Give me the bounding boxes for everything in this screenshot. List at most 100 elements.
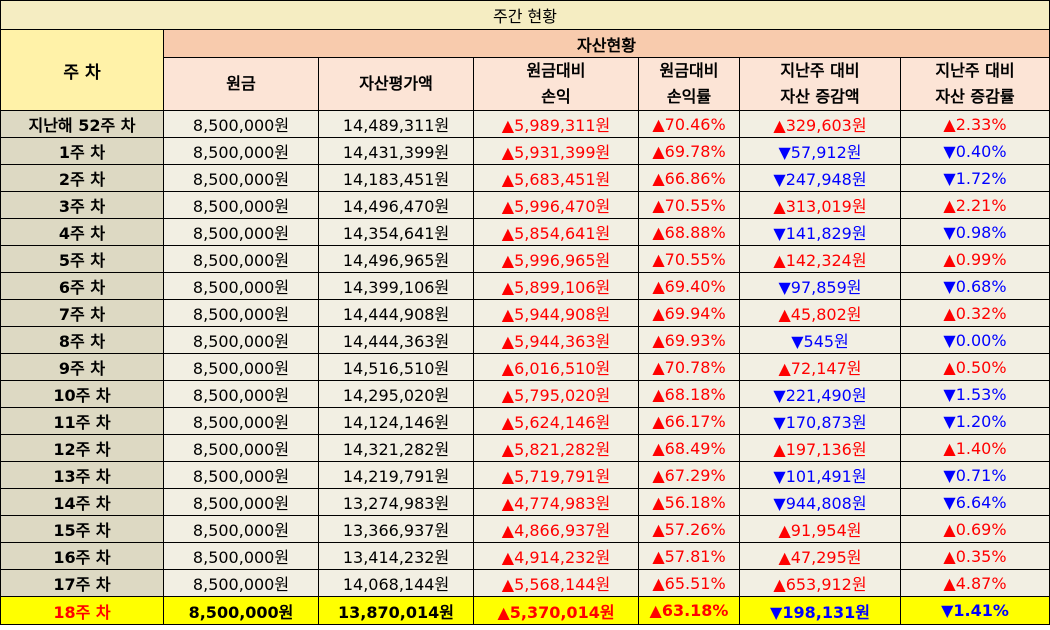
weekly-change-rate-cell: ▲4.87% <box>900 569 1050 597</box>
table-row: 7주 차 8,500,000원 14,444,908원 ▲5,944,908원 ▲69.… <box>0 299 1050 327</box>
weekly-change-rate-cell: ▲0.35% <box>900 542 1050 570</box>
asset-value-cell: 14,431,399원 <box>318 137 474 165</box>
weekly-change-rate-cell: ▼0.71% <box>900 461 1050 489</box>
asset-value-cell: 14,295,020원 <box>318 380 474 408</box>
weekly-change-cell: ▼170,873원 <box>739 407 901 435</box>
weekly-change-cell: ▲313,019원 <box>739 191 901 219</box>
profit-loss-rate-cell: ▲57.26% <box>638 515 740 543</box>
table-row: 17주 차 8,500,000원 14,068,144원 ▲5,568,144원 ▲65… <box>0 569 1050 597</box>
asset-value-cell: 14,399,106원 <box>318 272 474 300</box>
profit-loss-cell: ▲4,866,937원 <box>473 515 639 543</box>
profit-loss-cell: ▲6,016,510원 <box>473 353 639 381</box>
profit-loss-cell: ▲5,944,908원 <box>473 299 639 327</box>
week-cell: 지난해 52주 차 <box>0 110 164 138</box>
table-row: 16주 차 8,500,000원 13,414,232원 ▲4,914,232원 ▲57… <box>0 542 1050 570</box>
principal-cell: 8,500,000원 <box>163 569 319 597</box>
profit-loss-cell: ▲5,996,965원 <box>473 245 639 273</box>
principal-cell: 8,500,000원 <box>163 596 319 625</box>
column-header-line2: 손익 <box>541 87 571 106</box>
week-cell: 17주 차 <box>0 569 164 597</box>
column-header-line2: 자산 증감률 <box>935 87 1015 106</box>
profit-loss-cell: ▲5,568,144원 <box>473 569 639 597</box>
profit-loss-rate-cell: ▲70.55% <box>638 245 740 273</box>
weekly-change-cell: ▲329,603원 <box>739 110 901 138</box>
profit-loss-rate-cell: ▲57.81% <box>638 542 740 570</box>
asset-value-cell: 14,489,311원 <box>318 110 474 138</box>
asset-status-group-header: 자산현황 <box>163 29 1050 58</box>
weekly-change-rate-cell: ▼1.20% <box>900 407 1050 435</box>
principal-cell: 8,500,000원 <box>163 110 319 138</box>
profit-loss-cell: ▲5,370,014원 <box>473 596 639 625</box>
week-cell: 3주 차 <box>0 191 164 219</box>
week-column-header: 주 차 <box>0 29 164 111</box>
profit-loss-rate-cell: ▲69.40% <box>638 272 740 300</box>
table-row: 14주 차 8,500,000원 13,274,983원 ▲4,774,983원 ▲56… <box>0 488 1050 516</box>
principal-cell: 8,500,000원 <box>163 164 319 192</box>
principal-cell: 8,500,000원 <box>163 353 319 381</box>
table-row: 3주 차 8,500,000원 14,496,470원 ▲5,996,470원 ▲70.… <box>0 191 1050 219</box>
week-cell: 9주 차 <box>0 353 164 381</box>
profit-loss-cell: ▲5,719,791원 <box>473 461 639 489</box>
profit-loss-rate-cell: ▲65.51% <box>638 569 740 597</box>
weekly-change-rate-cell: ▲0.32% <box>900 299 1050 327</box>
column-header-line2: 자산 증감액 <box>780 87 860 106</box>
weekly-change-rate-cell: ▼0.98% <box>900 218 1050 246</box>
profit-loss-rate-cell: ▲70.55% <box>638 191 740 219</box>
table-row: 5주 차 8,500,000원 14,496,965원 ▲5,996,965원 ▲70.… <box>0 245 1050 273</box>
asset-value-cell: 14,444,908원 <box>318 299 474 327</box>
column-header-line1: 지난주 대비 <box>935 61 1015 80</box>
principal-cell: 8,500,000원 <box>163 515 319 543</box>
asset-value-cell: 14,496,965원 <box>318 245 474 273</box>
asset-value-cell: 14,354,641원 <box>318 218 474 246</box>
week-cell: 10주 차 <box>0 380 164 408</box>
weekly-change-cell: ▼97,859원 <box>739 272 901 300</box>
table-title: 주간 현황 <box>0 0 1050 30</box>
principal-cell: 8,500,000원 <box>163 488 319 516</box>
column-header-asset: 자산평가액 <box>318 57 474 111</box>
table-row: 13주 차 8,500,000원 14,219,791원 ▲5,719,791원 ▲67… <box>0 461 1050 489</box>
profit-loss-cell: ▲4,774,983원 <box>473 488 639 516</box>
column-header-row: 원금 자산평가액 원금대비 손익 원금대비 손익률 지난주 대비 자산 증감액 지난주 대비 자산… <box>1 57 1050 111</box>
profit-loss-rate-cell: ▲69.94% <box>638 299 740 327</box>
profit-loss-rate-cell: ▲70.78% <box>638 353 740 381</box>
week-cell: 11주 차 <box>0 407 164 435</box>
profit-loss-cell: ▲5,795,020원 <box>473 380 639 408</box>
profit-loss-rate-cell: ▲69.78% <box>638 137 740 165</box>
profit-loss-rate-cell: ▲68.88% <box>638 218 740 246</box>
weekly-change-cell: ▼221,490원 <box>739 380 901 408</box>
profit-loss-rate-cell: ▲68.18% <box>638 380 740 408</box>
weekly-change-rate-cell: ▼1.53% <box>900 380 1050 408</box>
week-cell: 16주 차 <box>0 542 164 570</box>
asset-value-cell: 13,366,937원 <box>318 515 474 543</box>
asset-value-cell: 13,274,983원 <box>318 488 474 516</box>
weekly-change-cell: ▲47,295원 <box>739 542 901 570</box>
weekly-change-rate-cell: ▼0.68% <box>900 272 1050 300</box>
week-cell: 7주 차 <box>0 299 164 327</box>
profit-loss-cell: ▲5,854,641원 <box>473 218 639 246</box>
weekly-change-cell: ▲91,954원 <box>739 515 901 543</box>
principal-cell: 8,500,000원 <box>163 461 319 489</box>
profit-loss-rate-cell: ▲56.18% <box>638 488 740 516</box>
weekly-change-rate-cell: ▼0.00% <box>900 326 1050 354</box>
profit-loss-cell: ▲5,683,451원 <box>473 164 639 192</box>
weekly-change-cell: ▼247,948원 <box>739 164 901 192</box>
principal-cell: 8,500,000원 <box>163 542 319 570</box>
week-cell: 12주 차 <box>0 434 164 462</box>
table-row: 8주 차 8,500,000원 14,444,363원 ▲5,944,363원 ▲69.… <box>0 326 1050 354</box>
asset-value-cell: 14,219,791원 <box>318 461 474 489</box>
weekly-change-cell: ▲72,147원 <box>739 353 901 381</box>
asset-value-cell: 13,414,232원 <box>318 542 474 570</box>
week-cell: 5주 차 <box>0 245 164 273</box>
profit-loss-cell: ▲5,899,106원 <box>473 272 639 300</box>
asset-value-cell: 14,068,144원 <box>318 569 474 597</box>
principal-cell: 8,500,000원 <box>163 245 319 273</box>
column-header-line1: 지난주 대비 <box>780 61 860 80</box>
asset-value-cell: 14,444,363원 <box>318 326 474 354</box>
column-header-line1: 자산평가액 <box>359 74 433 93</box>
table-row: 4주 차 8,500,000원 14,354,641원 ▲5,854,641원 ▲68.… <box>0 218 1050 246</box>
column-header-line1: 원금대비 <box>659 61 719 80</box>
profit-loss-rate-cell: ▲70.46% <box>638 110 740 138</box>
profit-loss-rate-cell: ▲63.18% <box>638 596 740 625</box>
